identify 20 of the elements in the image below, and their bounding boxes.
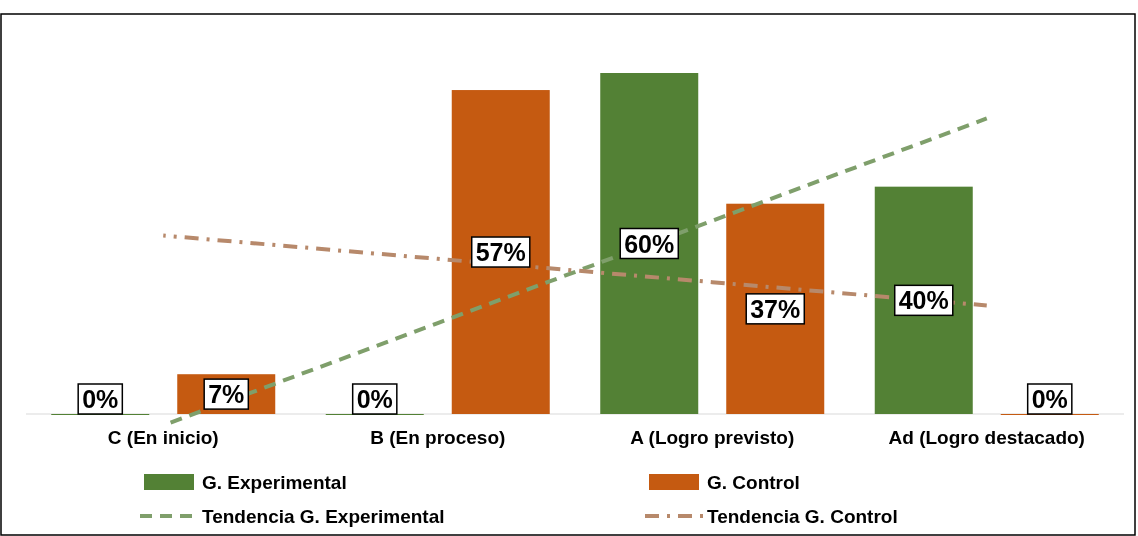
- bar: [451, 90, 550, 414]
- legend-label: Tendencia G. Control: [707, 505, 898, 527]
- data-label: 37%: [750, 294, 801, 323]
- data-label: 57%: [475, 238, 526, 267]
- bar: [726, 203, 825, 414]
- bar: [600, 73, 699, 414]
- data-label: 40%: [898, 286, 949, 315]
- data-label: 7%: [208, 380, 245, 409]
- x-tick-label: B (En proceso): [370, 426, 506, 448]
- data-label: 0%: [1031, 385, 1068, 413]
- x-tick-label: A (Logro previsto): [630, 426, 795, 448]
- data-label: 0%: [356, 385, 393, 413]
- data-label: 60%: [624, 229, 675, 258]
- legend-label: Tendencia G. Experimental: [202, 505, 445, 527]
- data-label: 0%: [82, 385, 119, 413]
- bar: [874, 186, 973, 414]
- x-tick-label: Ad (Logro destacado): [888, 426, 1085, 448]
- x-tick-label: C (En inicio): [107, 426, 219, 448]
- legend-label: G. Experimental: [202, 471, 347, 493]
- legend-label: G. Control: [707, 471, 800, 493]
